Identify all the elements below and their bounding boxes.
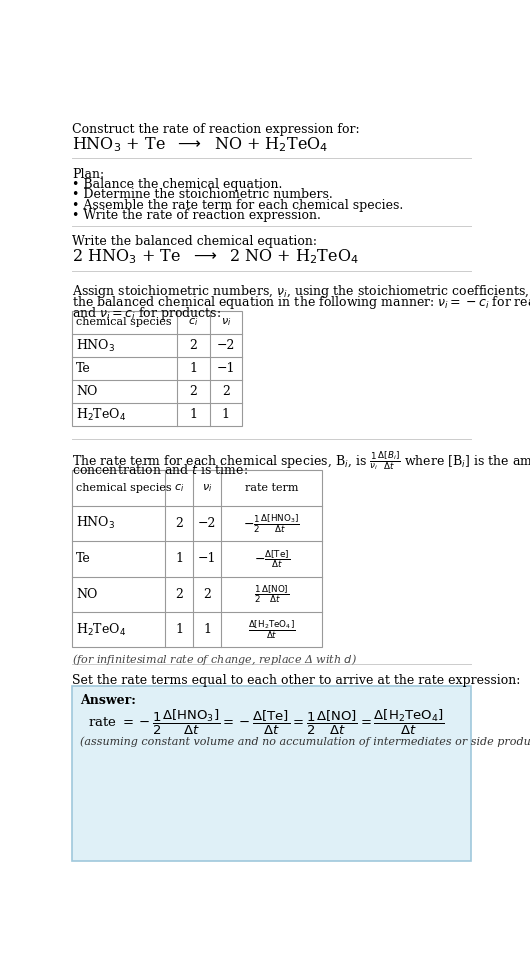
- Text: chemical species: chemical species: [76, 318, 172, 327]
- Text: 2: 2: [222, 386, 230, 398]
- Text: 2: 2: [175, 587, 183, 601]
- Text: Te: Te: [76, 362, 91, 375]
- Text: 1: 1: [175, 552, 183, 565]
- Text: −1: −1: [217, 362, 235, 375]
- Text: NO: NO: [76, 386, 98, 398]
- Text: H$_2$TeO$_4$: H$_2$TeO$_4$: [76, 621, 126, 638]
- Text: • Write the rate of reaction expression.: • Write the rate of reaction expression.: [73, 208, 321, 221]
- Text: $\nu_i$: $\nu_i$: [202, 482, 213, 494]
- Text: rate term: rate term: [245, 483, 298, 493]
- Text: H$_2$TeO$_4$: H$_2$TeO$_4$: [76, 407, 126, 423]
- Text: Assign stoichiometric numbers, $\nu_i$, using the stoichiometric coefficients, $: Assign stoichiometric numbers, $\nu_i$, …: [73, 283, 530, 300]
- FancyBboxPatch shape: [73, 686, 471, 861]
- Text: Set the rate terms equal to each other to arrive at the rate expression:: Set the rate terms equal to each other t…: [73, 674, 521, 687]
- Text: $-\frac{1}{2}\frac{\Delta[\mathrm{HNO_3}]}{\Delta t}$: $-\frac{1}{2}\frac{\Delta[\mathrm{HNO_3}…: [243, 512, 300, 535]
- Text: −2: −2: [217, 339, 235, 352]
- Text: rate $= -\dfrac{1}{2}\dfrac{\Delta[\mathrm{HNO_3}]}{\Delta t} = -\dfrac{\Delta[\: rate $= -\dfrac{1}{2}\dfrac{\Delta[\math…: [88, 707, 445, 736]
- Text: Plan:: Plan:: [73, 168, 104, 181]
- Text: $-\frac{\Delta[\mathrm{Te}]}{\Delta t}$: $-\frac{\Delta[\mathrm{Te}]}{\Delta t}$: [254, 548, 289, 570]
- Text: Construct the rate of reaction expression for:: Construct the rate of reaction expressio…: [73, 123, 360, 136]
- Text: 1: 1: [189, 362, 197, 375]
- Text: 1: 1: [189, 408, 197, 422]
- Text: HNO$_3$: HNO$_3$: [76, 338, 116, 354]
- Text: (for infinitesimal rate of change, replace Δ with $d$): (for infinitesimal rate of change, repla…: [73, 652, 357, 667]
- Text: NO: NO: [76, 587, 98, 601]
- Text: • Balance the chemical equation.: • Balance the chemical equation.: [73, 178, 283, 192]
- Text: 2: 2: [175, 517, 183, 530]
- Text: $\frac{\Delta[\mathrm{H_2TeO_4}]}{\Delta t}$: $\frac{\Delta[\mathrm{H_2TeO_4}]}{\Delta…: [248, 618, 295, 641]
- Text: 1: 1: [204, 623, 211, 636]
- Text: The rate term for each chemical species, B$_i$, is $\frac{1}{\nu_i}\frac{\Delta[: The rate term for each chemical species,…: [73, 450, 530, 472]
- Text: $c_i$: $c_i$: [188, 317, 198, 328]
- Text: concentration and $t$ is time:: concentration and $t$ is time:: [73, 463, 249, 476]
- Text: HNO$_3$: HNO$_3$: [76, 515, 116, 532]
- Text: the balanced chemical equation in the following manner: $\nu_i = -c_i$ for react: the balanced chemical equation in the fo…: [73, 294, 530, 311]
- Text: 2: 2: [189, 386, 197, 398]
- Text: $\nu_i$: $\nu_i$: [220, 317, 231, 328]
- Text: chemical species: chemical species: [76, 483, 172, 493]
- Text: $c_i$: $c_i$: [174, 482, 184, 494]
- Text: $\frac{1}{2}\frac{\Delta[\mathrm{NO}]}{\Delta t}$: $\frac{1}{2}\frac{\Delta[\mathrm{NO}]}{\…: [254, 583, 289, 605]
- Text: (assuming constant volume and no accumulation of intermediates or side products): (assuming constant volume and no accumul…: [80, 736, 530, 747]
- Text: 2: 2: [189, 339, 197, 352]
- Text: Answer:: Answer:: [80, 693, 136, 706]
- Text: 2 HNO$_3$ + Te  $\longrightarrow$  2 NO + H$_2$TeO$_4$: 2 HNO$_3$ + Te $\longrightarrow$ 2 NO + …: [73, 247, 359, 267]
- Text: Write the balanced chemical equation:: Write the balanced chemical equation:: [73, 236, 317, 248]
- Text: −1: −1: [198, 552, 217, 565]
- Text: • Assemble the rate term for each chemical species.: • Assemble the rate term for each chemic…: [73, 199, 404, 211]
- Text: −2: −2: [198, 517, 216, 530]
- Text: Te: Te: [76, 552, 91, 565]
- Text: 1: 1: [175, 623, 183, 636]
- Text: and $\nu_i = c_i$ for products:: and $\nu_i = c_i$ for products:: [73, 305, 222, 321]
- Text: HNO$_3$ + Te  $\longrightarrow$  NO + H$_2$TeO$_4$: HNO$_3$ + Te $\longrightarrow$ NO + H$_2…: [73, 135, 329, 154]
- Text: 2: 2: [204, 587, 211, 601]
- Text: 1: 1: [222, 408, 230, 422]
- Text: • Determine the stoichiometric numbers.: • Determine the stoichiometric numbers.: [73, 189, 333, 202]
